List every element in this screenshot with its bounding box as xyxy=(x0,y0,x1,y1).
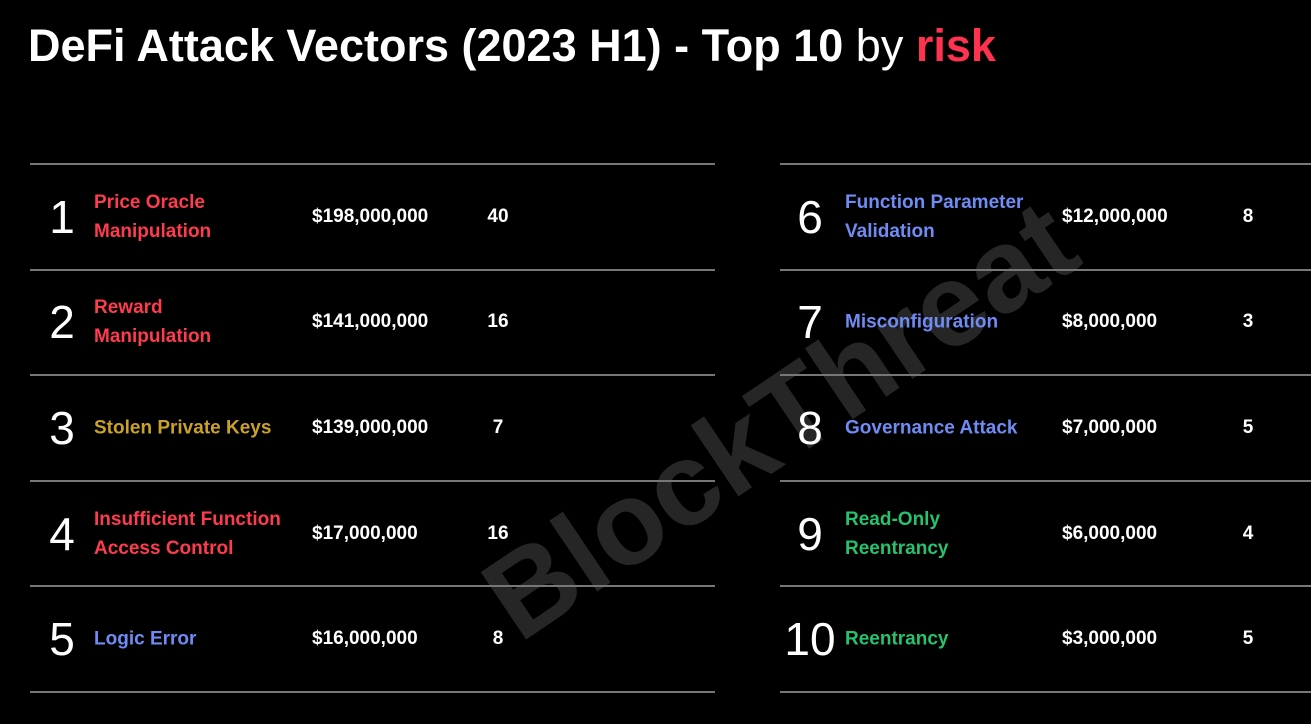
incident-count: 4 xyxy=(1242,522,1254,544)
vector-name: Insufficient Function Access Control xyxy=(94,508,281,559)
loss-amount: $6,000,000 xyxy=(1062,522,1158,544)
incident-count: 8 xyxy=(492,628,504,650)
row-divider xyxy=(30,479,715,482)
row-divider xyxy=(30,585,715,588)
title-highlight: risk xyxy=(915,20,996,71)
vector-name: Function Parameter Validation xyxy=(845,191,1024,242)
loss-amount: $17,000,000 xyxy=(312,522,418,544)
rank: 7 xyxy=(797,296,823,349)
incident-count: 8 xyxy=(1242,205,1254,227)
vector-name: Stolen Private Keys xyxy=(94,417,272,439)
loss-amount: $7,000,000 xyxy=(1062,417,1158,438)
vector-name: Governance Attack xyxy=(845,417,1018,439)
incident-count: 7 xyxy=(492,417,504,438)
rank: 4 xyxy=(49,507,75,560)
rank: 8 xyxy=(797,402,823,454)
vector-name: Logic Error xyxy=(94,628,197,650)
vector-name: Read-Only Reentrancy xyxy=(845,508,949,559)
incident-count: 3 xyxy=(1242,311,1254,333)
vector-name: Price Oracle Manipulation xyxy=(94,191,212,242)
loss-amount: $139,000,000 xyxy=(312,417,429,438)
rank: 9 xyxy=(797,507,823,560)
loss-amount: $16,000,000 xyxy=(312,628,418,650)
rank: 10 xyxy=(784,613,836,666)
loss-amount: $141,000,000 xyxy=(312,311,429,333)
row-divider xyxy=(30,163,715,165)
rank: 2 xyxy=(49,296,75,349)
row-divider xyxy=(30,374,715,377)
title-by: by xyxy=(855,20,904,71)
row-divider xyxy=(30,691,715,693)
loss-amount: $3,000,000 xyxy=(1062,628,1158,650)
rank: 6 xyxy=(797,190,823,243)
incident-count: 16 xyxy=(487,311,509,333)
incident-count: 5 xyxy=(1242,417,1254,438)
title-main: DeFi Attack Vectors (2023 H1) - Top 10 xyxy=(28,20,844,71)
incident-count: 16 xyxy=(487,522,509,544)
title: DeFi Attack Vectors (2023 H1) - Top 10 b… xyxy=(28,20,996,72)
incident-count: 5 xyxy=(1242,628,1254,650)
rank: 3 xyxy=(49,402,75,454)
row-divider xyxy=(780,691,1311,693)
loss-amount: $12,000,000 xyxy=(1062,205,1168,227)
vector-name: Reentrancy xyxy=(845,628,949,650)
loss-amount: $8,000,000 xyxy=(1062,311,1158,333)
row-divider xyxy=(780,585,1311,588)
vector-name: Misconfiguration xyxy=(845,311,999,333)
row-divider xyxy=(780,374,1311,377)
row-divider xyxy=(30,268,715,271)
vector-name: Reward Manipulation xyxy=(94,297,212,348)
incident-count: 40 xyxy=(487,205,509,227)
row-divider xyxy=(780,163,1311,165)
rank: 5 xyxy=(49,613,75,666)
row-divider xyxy=(780,479,1311,482)
row-divider xyxy=(780,268,1311,271)
loss-amount: $198,000,000 xyxy=(312,205,429,227)
rank: 1 xyxy=(49,190,75,243)
